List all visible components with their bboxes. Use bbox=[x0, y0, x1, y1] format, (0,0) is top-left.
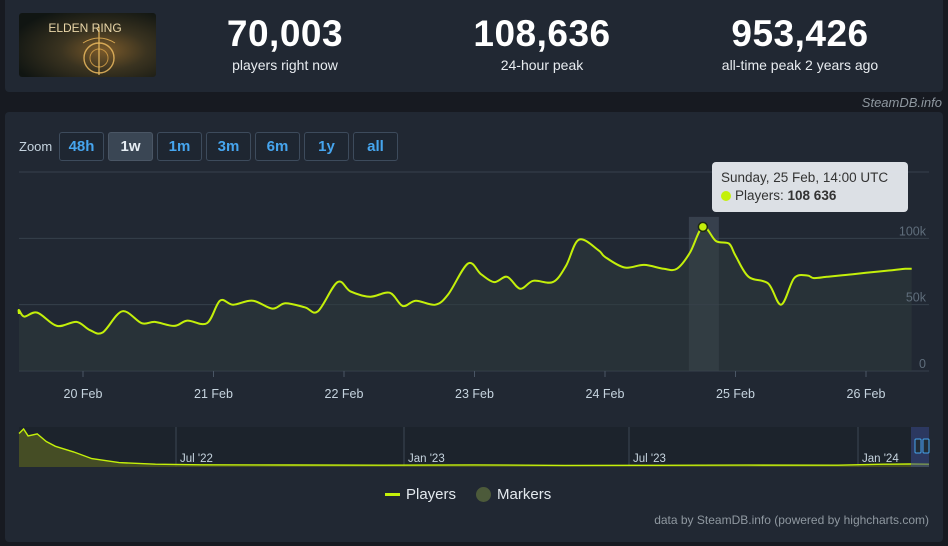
legend-markers[interactable]: Markers bbox=[497, 486, 552, 503]
players-line[interactable] bbox=[17, 225, 912, 335]
zoom-6m-button[interactable]: 6m bbox=[255, 132, 300, 161]
tooltip: Sunday, 25 Feb, 14:00 UTC Players: 108 6… bbox=[712, 162, 908, 212]
all-time-peak-value: 953,426 bbox=[731, 13, 869, 54]
navigator-x-label: Jan '24 bbox=[862, 453, 899, 465]
zoom-1w-button[interactable]: 1w bbox=[108, 132, 153, 161]
x-tick-label: 23 Feb bbox=[455, 387, 494, 401]
x-tick-label: 24 Feb bbox=[586, 387, 625, 401]
tooltip-value: 108 636 bbox=[787, 188, 837, 203]
navigator-x-label: Jul '23 bbox=[633, 453, 666, 465]
y-tick-label: 0 bbox=[919, 357, 926, 371]
x-tick-label: 26 Feb bbox=[847, 387, 886, 401]
current-players-label: players right now bbox=[232, 57, 338, 73]
zoom-48h-button[interactable]: 48h bbox=[59, 132, 104, 161]
x-tick-label: 21 Feb bbox=[194, 387, 233, 401]
peak-24h-value: 108,636 bbox=[473, 13, 611, 54]
steamdb-credit[interactable]: SteamDB.info bbox=[861, 95, 942, 110]
navigator-handle-left[interactable] bbox=[914, 438, 922, 454]
x-tick-label: 25 Feb bbox=[716, 387, 755, 401]
zoom-1y-button[interactable]: 1y bbox=[304, 132, 349, 161]
zoom-all-button[interactable]: all bbox=[353, 132, 398, 161]
chart-card: Zoom 48h 1w 1m 3m 6m 1y all 0 50k 100k 20 … bbox=[5, 112, 943, 542]
players-area bbox=[18, 226, 912, 371]
stats-card: ELDEN RING 70,003 players right now 108,… bbox=[5, 0, 943, 92]
current-players-value: 70,003 bbox=[226, 13, 344, 54]
main-chart[interactable]: 0 50k 100k 20 Feb 21 Feb 22 Feb 23 Feb 24 Feb 2… bbox=[5, 162, 943, 462]
elden-ring-logo-art: ELDEN RING bbox=[19, 13, 156, 77]
stat-24h-peak: 108,636 24-hour peak bbox=[442, 12, 642, 74]
navigator-x-label: Jul '22 bbox=[180, 453, 213, 465]
tooltip-series-name: Players bbox=[735, 188, 781, 203]
legend-players[interactable]: Players bbox=[406, 486, 457, 503]
logo-text: ELDEN RING bbox=[48, 21, 121, 35]
stat-all-time-peak: 953,426 all-time peak 2 years ago bbox=[690, 12, 910, 74]
zoom-1m-button[interactable]: 1m bbox=[157, 132, 202, 161]
navigator-line bbox=[18, 427, 930, 467]
all-time-peak-label: all-time peak 2 years ago bbox=[721, 57, 879, 73]
zoom-label: Zoom bbox=[19, 139, 53, 154]
tooltip-date: Sunday, 25 Feb, 14:00 UTC bbox=[721, 170, 889, 185]
navigator-area bbox=[19, 429, 929, 467]
peak-24h-label: 24-hour peak bbox=[500, 57, 584, 73]
y-tick-label: 100k bbox=[899, 224, 927, 238]
navigator-x-label: Jan '23 bbox=[408, 453, 445, 465]
tooltip-series-dot bbox=[721, 191, 731, 201]
x-tick-label: 22 Feb bbox=[325, 387, 364, 401]
hover-point[interactable] bbox=[697, 221, 709, 233]
legend-players-swatch bbox=[385, 493, 400, 496]
tooltip-row: Players: 108 636 bbox=[721, 187, 899, 205]
legend-markers-swatch bbox=[476, 487, 492, 502]
zoom-3m-button[interactable]: 3m bbox=[206, 132, 251, 161]
x-tick-label: 20 Feb bbox=[64, 387, 103, 401]
footer-credit[interactable]: data by SteamDB.info (powered by highcha… bbox=[654, 513, 929, 527]
y-tick-label: 50k bbox=[906, 291, 927, 305]
navigator-chart[interactable]: Jul '22 Jan '23 Jul '23 Jan '24 bbox=[5, 424, 943, 470]
navigator-handle-right[interactable] bbox=[922, 438, 930, 454]
stat-current: 70,003 players right now bbox=[185, 12, 385, 74]
legend: Players Markers bbox=[385, 486, 551, 503]
game-logo[interactable]: ELDEN RING bbox=[19, 13, 156, 77]
navigator-background bbox=[19, 427, 929, 467]
